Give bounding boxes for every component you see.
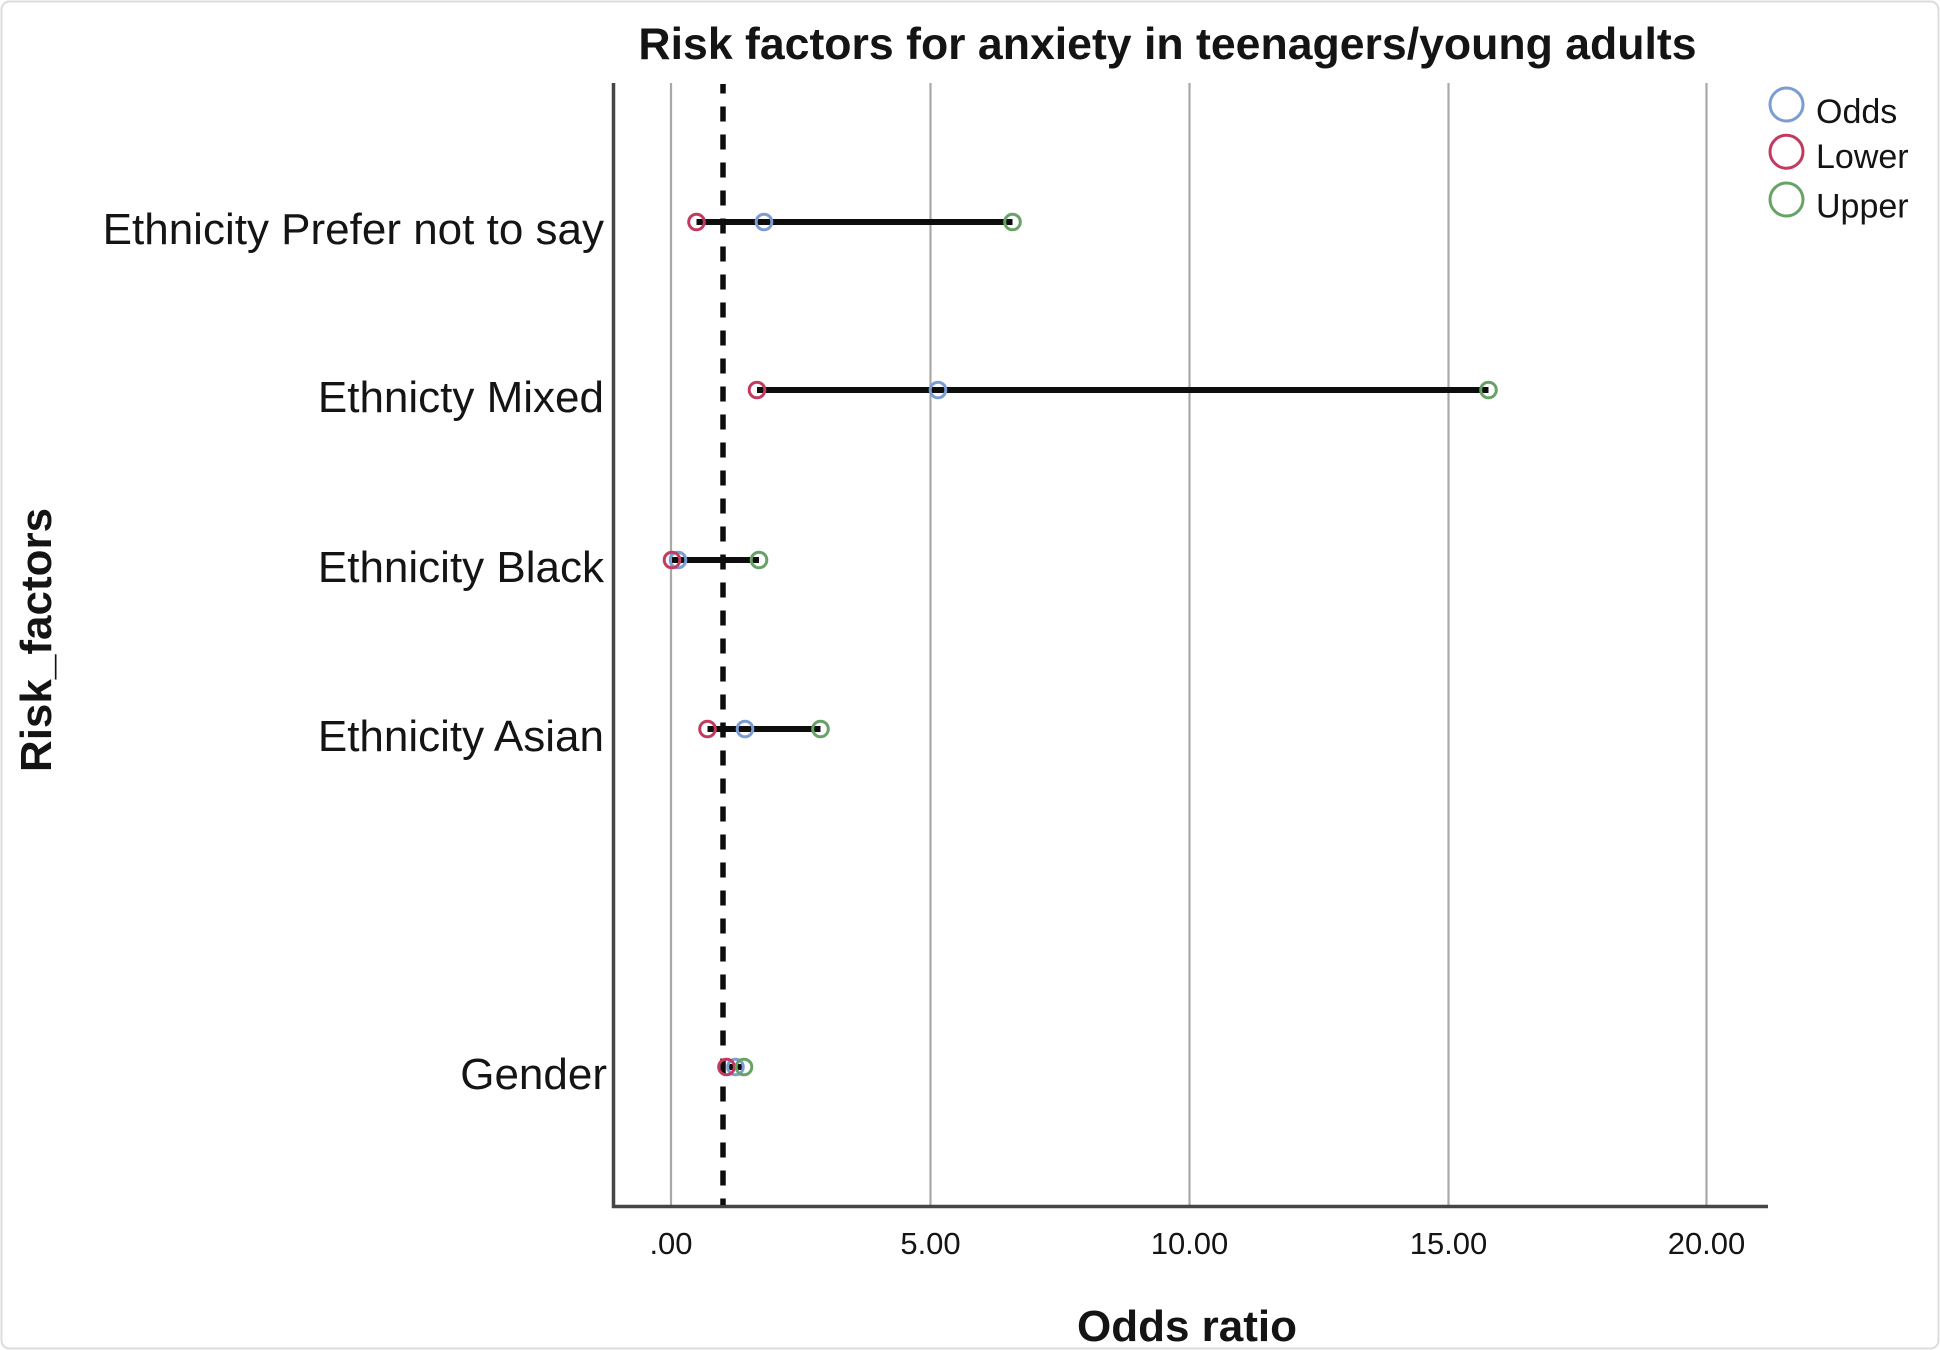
svg-text:.00: .00 (649, 1226, 692, 1261)
svg-text:Risk factors for anxiety in te: Risk factors for anxiety in teenagers/yo… (638, 20, 1696, 69)
svg-text:Ethnicity Black: Ethnicity Black (318, 543, 605, 592)
svg-text:Lower: Lower (1816, 138, 1909, 176)
svg-text:Gender: Gender (460, 1050, 607, 1099)
svg-text:Ethnicity Asian: Ethnicity Asian (318, 712, 604, 761)
svg-text:10.00: 10.00 (1151, 1226, 1229, 1261)
svg-text:15.00: 15.00 (1410, 1226, 1488, 1261)
svg-text:Ethnicty Mixed: Ethnicty Mixed (318, 373, 604, 422)
svg-text:Upper: Upper (1816, 188, 1909, 226)
svg-text:5.00: 5.00 (900, 1226, 960, 1261)
svg-text:Ethnicity Prefer not to say: Ethnicity Prefer not to say (103, 205, 604, 254)
svg-text:Odds ratio: Odds ratio (1077, 1302, 1297, 1350)
svg-text:Odds: Odds (1816, 93, 1897, 131)
svg-text:Risk_factors: Risk_factors (12, 508, 61, 772)
svg-text:20.00: 20.00 (1668, 1226, 1746, 1261)
